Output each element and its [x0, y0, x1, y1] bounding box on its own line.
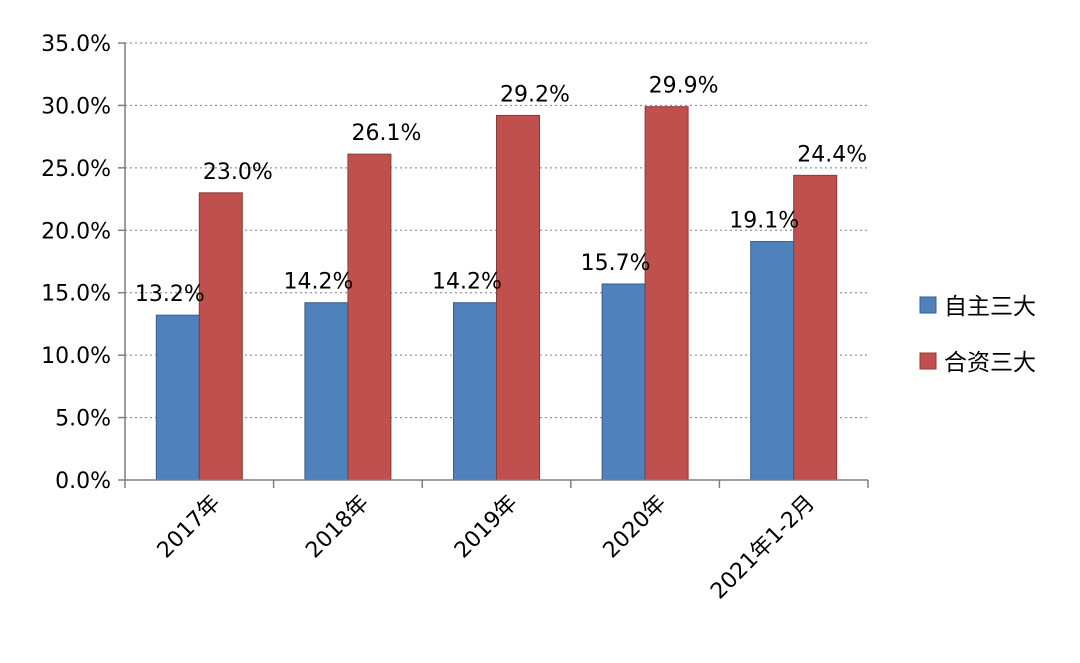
legend-label: 合资三大 — [944, 350, 1036, 376]
y-tick-labels: 0.0% 5.0% 10.0% 15.0% 20.0% 25.0% 30.0% 35.0% — [41, 32, 111, 494]
data-label: 23.0% — [203, 160, 273, 185]
legend-swatch — [919, 352, 937, 370]
y-tick-label: 0.0% — [55, 469, 111, 494]
y-tick-label: 15.0% — [41, 282, 111, 307]
bars — [155, 106, 838, 481]
bar — [347, 153, 392, 481]
data-label: 26.1% — [351, 121, 421, 146]
data-label: 19.1% — [729, 209, 799, 234]
x-tick-label: 2020年 — [599, 491, 672, 564]
data-labels: 13.2% 23.0% 14.2% 26.1% 14.2% 29.2% 15.7% 29.9%… — [135, 74, 867, 308]
y-tick-label: 5.0% — [55, 407, 111, 432]
x-tick-label: 2019年 — [450, 491, 523, 564]
x-tick-labels: 2017年 2018年 2019年 2020年 2021年1-2月 — [153, 491, 820, 605]
data-label: 29.9% — [649, 74, 719, 99]
data-label: 24.4% — [797, 142, 867, 167]
data-label: 13.2% — [135, 282, 205, 307]
data-label: 14.2% — [283, 270, 353, 295]
bar — [793, 174, 838, 481]
legend-label: 自主三大 — [944, 294, 1036, 320]
x-tick-label: 2018年 — [301, 491, 374, 564]
bar — [155, 314, 200, 481]
bar — [644, 106, 689, 481]
y-tick-label: 30.0% — [41, 94, 111, 119]
bar — [453, 302, 497, 481]
x-tick-label: 2021年1-2月 — [706, 491, 820, 605]
bar — [496, 114, 540, 481]
y-tick-label: 10.0% — [41, 344, 111, 369]
data-label: 15.7% — [581, 251, 651, 276]
axes — [118, 42, 869, 488]
bar — [304, 302, 349, 481]
y-tick-label: 25.0% — [41, 157, 111, 182]
data-label: 29.2% — [500, 82, 570, 107]
bar — [601, 283, 646, 481]
y-tick-label: 35.0% — [41, 32, 111, 57]
x-tick-label: 2017年 — [153, 491, 226, 564]
bar — [198, 192, 243, 481]
legend-swatch — [919, 296, 937, 314]
data-label: 14.2% — [432, 270, 502, 295]
y-tick-label: 20.0% — [41, 219, 111, 244]
bar — [750, 241, 795, 481]
